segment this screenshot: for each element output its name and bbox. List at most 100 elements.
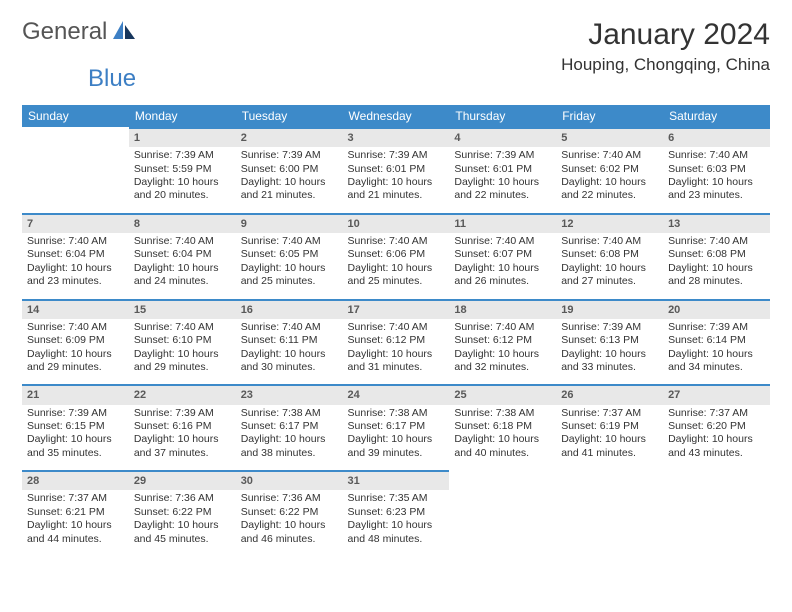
sunset-text: Sunset: 6:08 PM [561, 248, 658, 261]
sunrise-text: Sunrise: 7:37 AM [668, 407, 765, 420]
daylight-text: Daylight: 10 hours [241, 348, 338, 361]
day-number: 6 [663, 127, 770, 147]
day-content: Sunrise: 7:39 AMSunset: 6:01 PMDaylight:… [343, 147, 450, 213]
day-content: Sunrise: 7:37 AMSunset: 6:19 PMDaylight:… [556, 405, 663, 471]
daylight-text: Daylight: 10 hours [27, 519, 124, 532]
calendar-day-cell: 3Sunrise: 7:39 AMSunset: 6:01 PMDaylight… [343, 127, 450, 213]
daylight-text: Daylight: 10 hours [348, 519, 445, 532]
calendar-day-cell: 1Sunrise: 7:39 AMSunset: 5:59 PMDaylight… [129, 127, 236, 213]
day-content: Sunrise: 7:39 AMSunset: 6:15 PMDaylight:… [22, 405, 129, 471]
day-content: Sunrise: 7:40 AMSunset: 6:04 PMDaylight:… [129, 233, 236, 299]
sunset-text: Sunset: 6:12 PM [348, 334, 445, 347]
weekday-header: Tuesday [236, 105, 343, 127]
sunset-text: Sunset: 6:18 PM [454, 420, 551, 433]
daylight-text: Daylight: 10 hours [454, 262, 551, 275]
day-content: Sunrise: 7:40 AMSunset: 6:09 PMDaylight:… [22, 319, 129, 385]
calendar-day-cell: 19Sunrise: 7:39 AMSunset: 6:13 PMDayligh… [556, 299, 663, 385]
sunset-text: Sunset: 6:12 PM [454, 334, 551, 347]
daylight-text: Daylight: 10 hours [134, 176, 231, 189]
title-block: January 2024 Houping, Chongqing, China [561, 18, 770, 75]
day-content: Sunrise: 7:40 AMSunset: 6:03 PMDaylight:… [663, 147, 770, 213]
calendar-day-cell [449, 470, 556, 556]
daylight-text: Daylight: 10 hours [241, 176, 338, 189]
day-number: 4 [449, 127, 556, 147]
day-content: Sunrise: 7:36 AMSunset: 6:22 PMDaylight:… [236, 490, 343, 556]
calendar-day-cell: 22Sunrise: 7:39 AMSunset: 6:16 PMDayligh… [129, 384, 236, 470]
day-number: 22 [129, 384, 236, 404]
daylight-text: and 33 minutes. [561, 361, 658, 374]
sunrise-text: Sunrise: 7:40 AM [454, 321, 551, 334]
day-content: Sunrise: 7:40 AMSunset: 6:11 PMDaylight:… [236, 319, 343, 385]
daylight-text: and 48 minutes. [348, 533, 445, 546]
daylight-text: and 39 minutes. [348, 447, 445, 460]
day-number: 30 [236, 470, 343, 490]
sunrise-text: Sunrise: 7:39 AM [454, 149, 551, 162]
daylight-text: Daylight: 10 hours [668, 348, 765, 361]
sunrise-text: Sunrise: 7:40 AM [27, 321, 124, 334]
calendar-week-row: 21Sunrise: 7:39 AMSunset: 6:15 PMDayligh… [22, 384, 770, 470]
daylight-text: Daylight: 10 hours [561, 262, 658, 275]
sunrise-text: Sunrise: 7:35 AM [348, 492, 445, 505]
day-content: Sunrise: 7:40 AMSunset: 6:12 PMDaylight:… [449, 319, 556, 385]
calendar-day-cell: 6Sunrise: 7:40 AMSunset: 6:03 PMDaylight… [663, 127, 770, 213]
sunset-text: Sunset: 6:14 PM [668, 334, 765, 347]
logo-blue-row: Blue [88, 65, 148, 93]
day-number: 16 [236, 299, 343, 319]
calendar-week-row: 28Sunrise: 7:37 AMSunset: 6:21 PMDayligh… [22, 470, 770, 556]
daylight-text: Daylight: 10 hours [241, 433, 338, 446]
day-content: Sunrise: 7:40 AMSunset: 6:12 PMDaylight:… [343, 319, 450, 385]
sunrise-text: Sunrise: 7:40 AM [668, 149, 765, 162]
sunrise-text: Sunrise: 7:40 AM [241, 235, 338, 248]
day-content: Sunrise: 7:37 AMSunset: 6:20 PMDaylight:… [663, 405, 770, 471]
daylight-text: Daylight: 10 hours [561, 348, 658, 361]
day-number: 9 [236, 213, 343, 233]
month-title: January 2024 [561, 18, 770, 52]
daylight-text: and 40 minutes. [454, 447, 551, 460]
calendar-day-cell [22, 127, 129, 213]
sunset-text: Sunset: 6:10 PM [134, 334, 231, 347]
day-number: 14 [22, 299, 129, 319]
daylight-text: Daylight: 10 hours [454, 433, 551, 446]
sunset-text: Sunset: 6:02 PM [561, 163, 658, 176]
day-number: 26 [556, 384, 663, 404]
sunrise-text: Sunrise: 7:40 AM [348, 235, 445, 248]
day-number: 24 [343, 384, 450, 404]
logo-text-general: General [22, 18, 107, 46]
sunset-text: Sunset: 6:22 PM [134, 506, 231, 519]
daylight-text: Daylight: 10 hours [241, 519, 338, 532]
day-content: Sunrise: 7:38 AMSunset: 6:17 PMDaylight:… [236, 405, 343, 471]
day-content: Sunrise: 7:36 AMSunset: 6:22 PMDaylight:… [129, 490, 236, 556]
daylight-text: and 25 minutes. [348, 275, 445, 288]
sunrise-text: Sunrise: 7:40 AM [241, 321, 338, 334]
calendar-day-cell: 25Sunrise: 7:38 AMSunset: 6:18 PMDayligh… [449, 384, 556, 470]
day-number: 18 [449, 299, 556, 319]
sunrise-text: Sunrise: 7:40 AM [134, 321, 231, 334]
sunset-text: Sunset: 6:23 PM [348, 506, 445, 519]
calendar-day-cell: 12Sunrise: 7:40 AMSunset: 6:08 PMDayligh… [556, 213, 663, 299]
calendar-day-cell: 7Sunrise: 7:40 AMSunset: 6:04 PMDaylight… [22, 213, 129, 299]
sunrise-text: Sunrise: 7:36 AM [241, 492, 338, 505]
daylight-text: and 28 minutes. [668, 275, 765, 288]
calendar-day-cell: 20Sunrise: 7:39 AMSunset: 6:14 PMDayligh… [663, 299, 770, 385]
calendar-day-cell: 28Sunrise: 7:37 AMSunset: 6:21 PMDayligh… [22, 470, 129, 556]
day-number: 12 [556, 213, 663, 233]
day-number: 2 [236, 127, 343, 147]
calendar-day-cell: 27Sunrise: 7:37 AMSunset: 6:20 PMDayligh… [663, 384, 770, 470]
day-number: 15 [129, 299, 236, 319]
sunrise-text: Sunrise: 7:38 AM [454, 407, 551, 420]
daylight-text: Daylight: 10 hours [27, 433, 124, 446]
day-content: Sunrise: 7:40 AMSunset: 6:05 PMDaylight:… [236, 233, 343, 299]
calendar-day-cell: 10Sunrise: 7:40 AMSunset: 6:06 PMDayligh… [343, 213, 450, 299]
daylight-text: and 43 minutes. [668, 447, 765, 460]
calendar-day-cell: 5Sunrise: 7:40 AMSunset: 6:02 PMDaylight… [556, 127, 663, 213]
calendar-day-cell: 29Sunrise: 7:36 AMSunset: 6:22 PMDayligh… [129, 470, 236, 556]
sunset-text: Sunset: 6:00 PM [241, 163, 338, 176]
day-number: 17 [343, 299, 450, 319]
calendar-day-cell: 23Sunrise: 7:38 AMSunset: 6:17 PMDayligh… [236, 384, 343, 470]
day-number: 19 [556, 299, 663, 319]
daylight-text: Daylight: 10 hours [134, 262, 231, 275]
calendar-day-cell [663, 470, 770, 556]
sunrise-text: Sunrise: 7:40 AM [454, 235, 551, 248]
calendar-table: SundayMondayTuesdayWednesdayThursdayFrid… [22, 105, 770, 556]
day-number: 29 [129, 470, 236, 490]
